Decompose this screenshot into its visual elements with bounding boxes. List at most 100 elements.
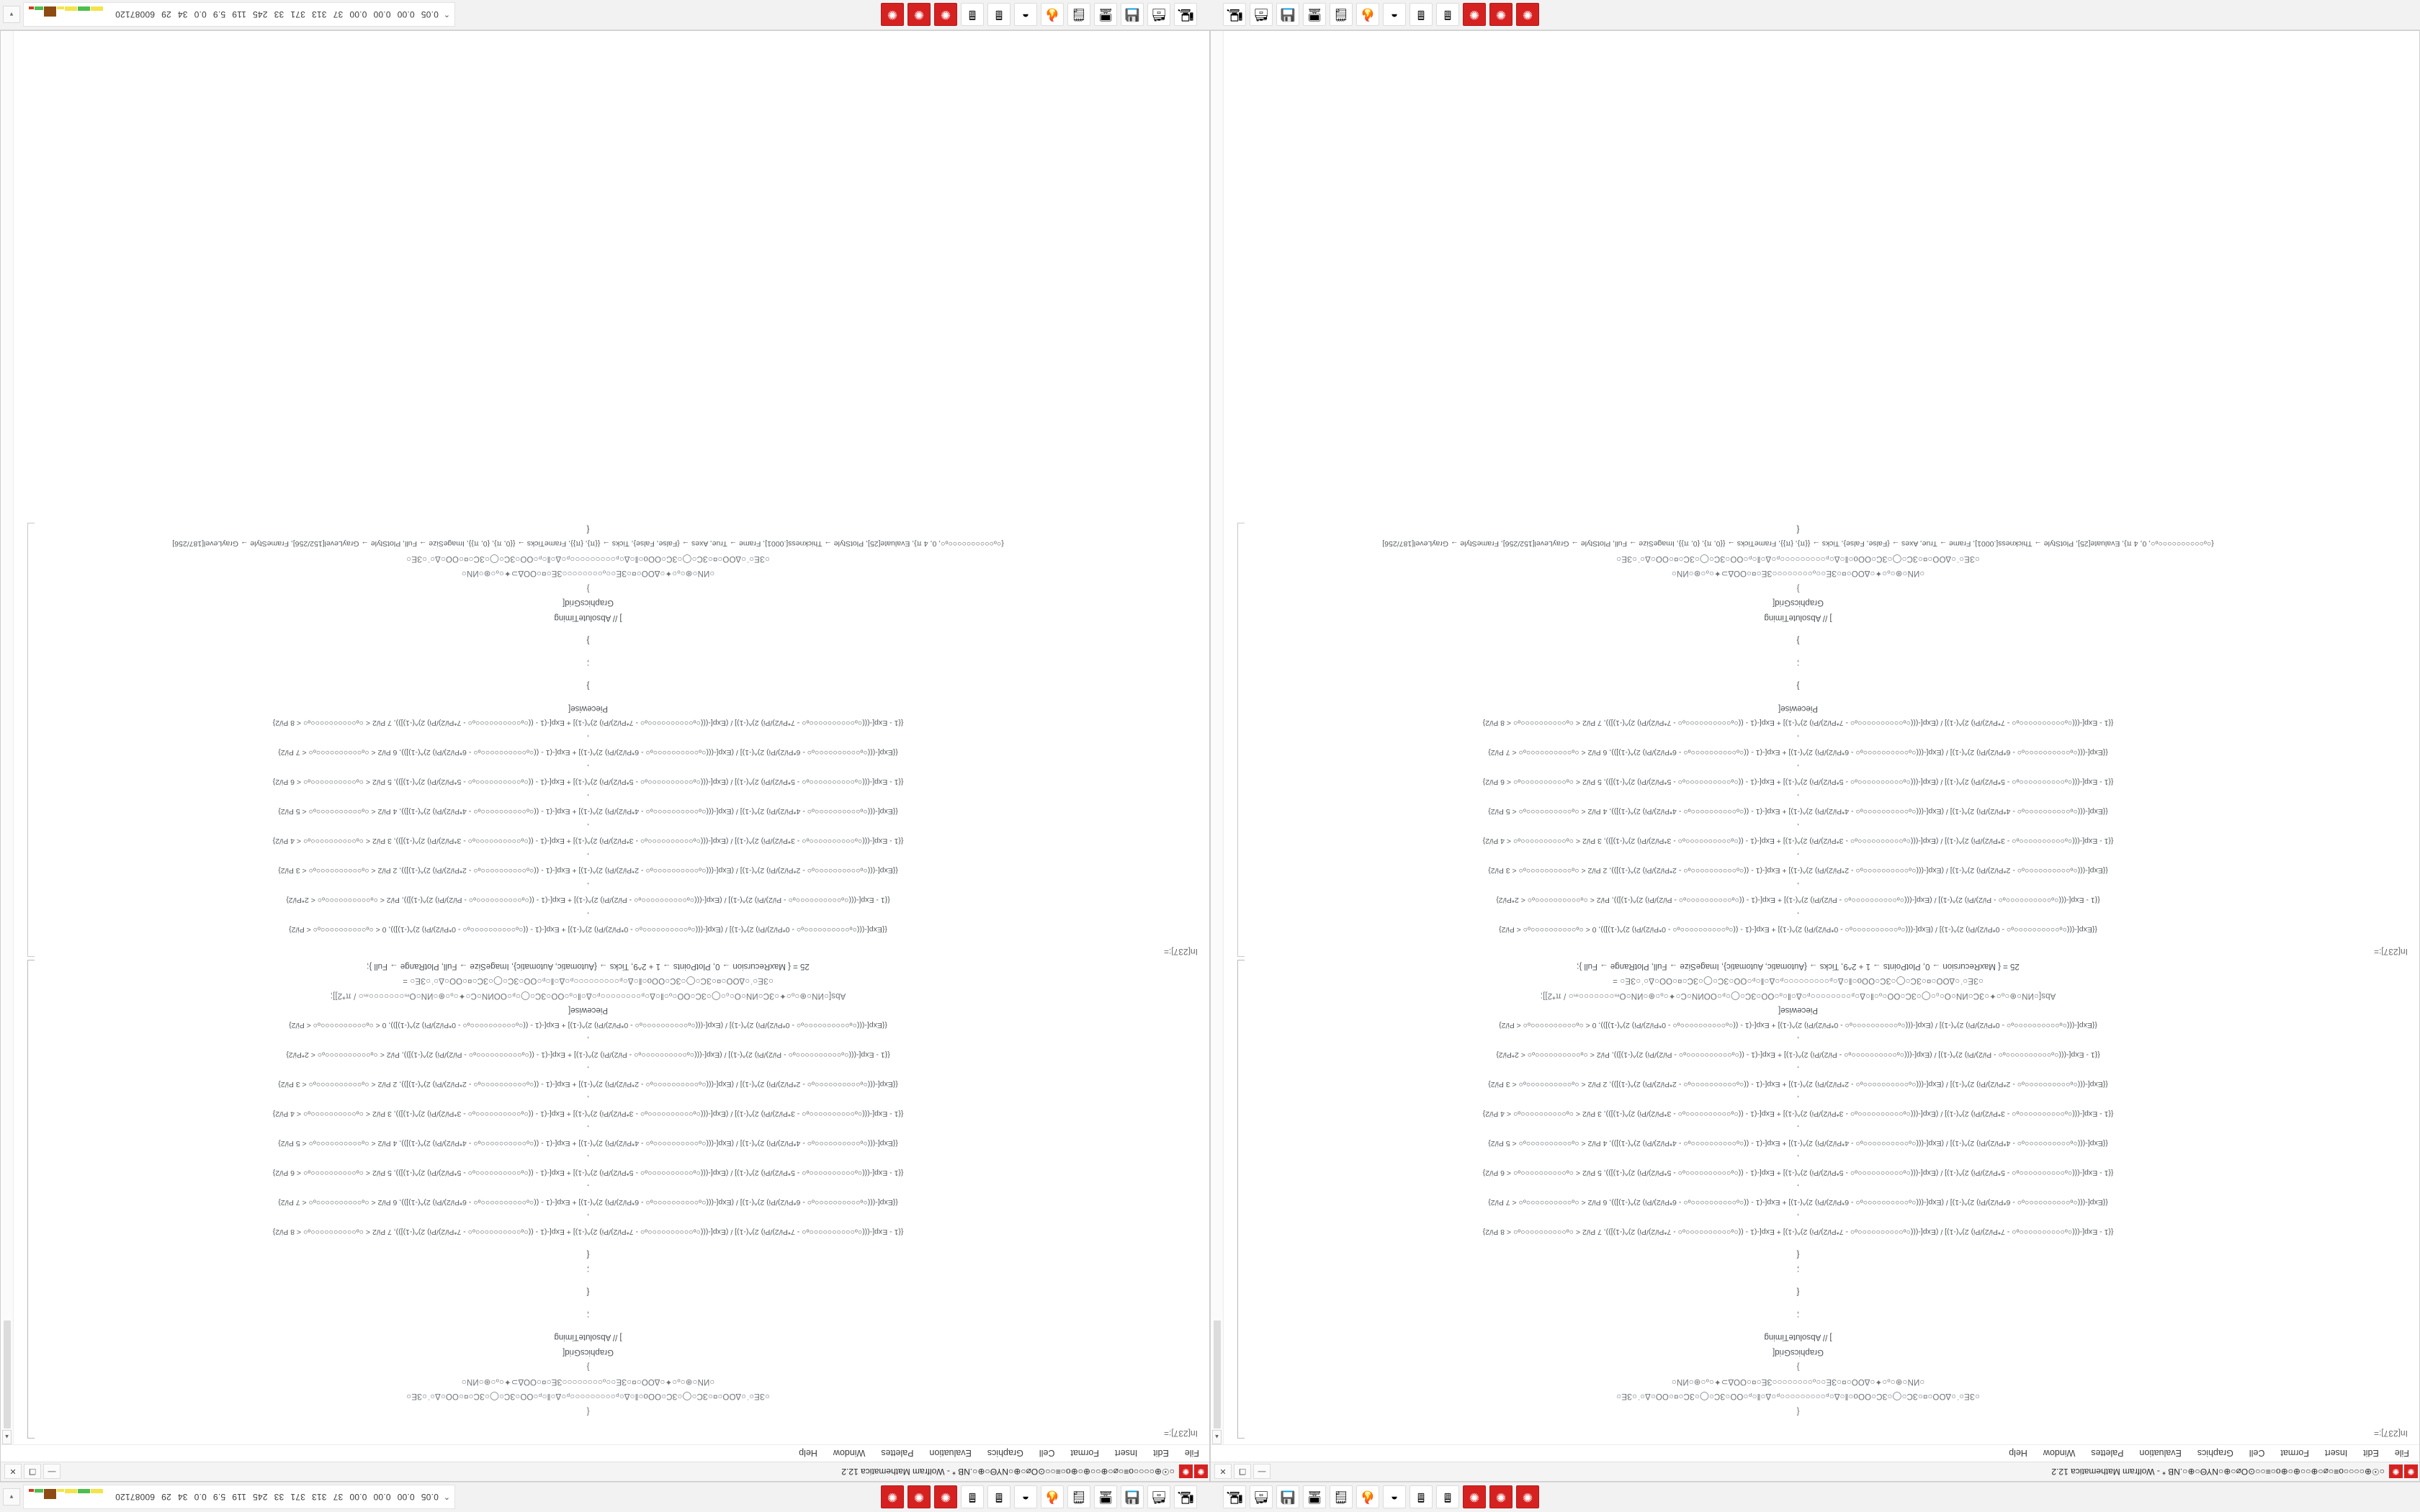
taskbar-icon-group-right[interactable]: 🖳 🗃 💾 🖥 🗒 🔥 ◓ 🖩 🖩 ✺ ✺ ✺ <box>881 3 1197 27</box>
menu-item-edit[interactable]: Edit <box>2363 1448 2379 1459</box>
mathematica-icon[interactable]: ✺ <box>934 1485 957 1509</box>
window-controls[interactable]: — ❐ ✕ <box>1214 1464 1270 1480</box>
calculator-icon[interactable]: 🖩 <box>1436 1485 1459 1509</box>
calculator-icon[interactable]: 🖩 <box>987 1485 1010 1509</box>
mathematica-icon[interactable]: ✺ <box>1463 1485 1486 1509</box>
tray-expand-arrow[interactable]: ▾ <box>3 1488 20 1506</box>
taskbar-icon-group-left[interactable]: ✺ ✺ ✺ 🖩 🖩 ◓ 🔥 🗒 🖥 💾 🗃 🖳 <box>1223 3 1539 27</box>
notebook-scrollbar[interactable]: ▲ <box>1 31 14 1444</box>
menu-bar[interactable]: File Edit Insert Format Cell Graphics Evaluati… <box>1211 1444 2419 1462</box>
floppy-save-icon[interactable]: 💾 <box>1121 3 1144 27</box>
firefox-icon[interactable]: 🔥 <box>1041 1485 1064 1509</box>
close-button[interactable]: ✕ <box>1214 1464 1232 1480</box>
menu-item-cell[interactable]: Cell <box>2249 1448 2265 1459</box>
taskbar-icon-group-right[interactable]: 🖳 🗃 💾 🖥 🗒 🔥 ◓ 🖩 🖩 ✺ ✺ ✺ <box>881 1485 1197 1509</box>
calculator-icon[interactable]: 🖩 <box>1410 3 1433 27</box>
menu-item-cell[interactable]: Cell <box>1039 1448 1055 1459</box>
scroll-up-arrow[interactable]: ▲ <box>1212 1430 1222 1444</box>
notebook-cell[interactable]: In[237]:= {{Exp[-(((○ₒ○○○○○○○○○○ₒ○ - 0*Pi… <box>1223 522 2419 959</box>
menu-item-window[interactable]: Window <box>2043 1448 2076 1459</box>
taskbar-bottom[interactable]: ✺ ✺ ✺ 🖩 🖩 ◓ 🔥 🗒 🖥 💾 🗃 🖳 🖳 🗃 💾 🖥 🗒 🔥 ◓ 🖩 🖩 ✺ ✺ ✺ ⌃ 0.050.000.00… <box>0 0 2420 30</box>
text-editor-icon[interactable]: 🗒 <box>1067 1485 1090 1509</box>
remote-desktop-icon[interactable]: 🖳 <box>1174 1485 1197 1509</box>
cell-bracket[interactable] <box>27 960 35 1439</box>
menu-item-window[interactable]: Window <box>833 1448 866 1459</box>
display-settings-icon[interactable]: 🖥 <box>1303 3 1326 27</box>
menu-item-file[interactable]: File <box>2394 1448 2409 1459</box>
menu-item-insert[interactable]: Insert <box>1115 1448 1138 1459</box>
menu-item-format[interactable]: Format <box>1070 1448 1100 1459</box>
menu-bar[interactable]: File Edit Insert Format Cell Graphics Evaluati… <box>1 1444 1209 1462</box>
menu-item-graphics[interactable]: Graphics <box>2197 1448 2233 1459</box>
mathematica-window-left[interactable]: ✺ ✺ ○☉⊕○○○○ο≡○⌀○⊕○○⊕○⊕ο○≡○○⊙Ο⌀○⊕○ΝΥΘ○⊕○.… <box>1210 30 2420 1482</box>
notebook-cell[interactable]: In[237]:= {○ЗΕ○˙○ΔΟΟ○¤○ЗС○◯○ЗС○ΟΟο○‖○Δ○ₚ○… <box>1223 959 2419 1441</box>
mathematica-icon[interactable]: ✺ <box>908 3 931 27</box>
display-settings-icon[interactable]: 🖥 <box>1303 1485 1326 1509</box>
menu-item-evaluation[interactable]: Evaluation <box>929 1448 972 1459</box>
mathematica-icon[interactable]: ✺ <box>908 1485 931 1509</box>
firefox-icon[interactable]: 🔥 <box>1356 1485 1379 1509</box>
display-settings-icon[interactable]: 🖥 <box>1094 3 1117 27</box>
cell-bracket[interactable] <box>1237 523 1245 958</box>
inkscape-icon[interactable]: ◓ <box>1014 3 1037 27</box>
inkscape-icon[interactable]: ◓ <box>1014 1485 1037 1509</box>
menu-item-format[interactable]: Format <box>2280 1448 2310 1459</box>
mathematica-icon[interactable]: ✺ <box>1489 3 1512 27</box>
menu-item-evaluation[interactable]: Evaluation <box>2139 1448 2182 1459</box>
floppy-save-icon[interactable]: 💾 <box>1276 1485 1299 1509</box>
window-controls[interactable]: — ❐ ✕ <box>4 1464 60 1480</box>
mathematica-icon[interactable]: ✺ <box>1516 3 1539 27</box>
taskbar-icon-group-left[interactable]: ✺ ✺ ✺ 🖩 🖩 ◓ 🔥 🗒 🖥 💾 🗃 🖳 <box>1223 1485 1539 1509</box>
archive-manager-icon[interactable]: 🗃 <box>1250 3 1273 27</box>
taskbar-top[interactable]: ✺ ✺ ✺ 🖩 🖩 ◓ 🔥 🗒 🖥 💾 🗃 🖳 🖳 🗃 💾 🖥 🗒 🔥 ◓ 🖩 🖩 ✺ ✺ ✺ ⌃ 0.050.000.00… <box>0 1482 2420 1512</box>
notebook-body[interactable]: In[237]:= {○ЗΕ○˙○ΔΟΟ○¤○ЗС○◯○ЗС○ΟΟο○‖○Δ○ₚ○… <box>1211 31 2419 1444</box>
notebook-body[interactable]: In[237]:= {○ЗΕ○˙○ΔΟΟ○¤○ЗС○◯○ЗС○ΟΟο○‖○Δ○ₚ○… <box>1 31 1209 1444</box>
minimize-button[interactable]: — <box>43 1464 60 1480</box>
menu-item-file[interactable]: File <box>1184 1448 1199 1459</box>
notebook-cell[interactable]: In[237]:= {{Exp[-(((○ₒ○○○○○○○○○○ₒ○ - 0*Pi… <box>13 522 1209 959</box>
minimize-button[interactable]: — <box>1253 1464 1270 1480</box>
scrollbar-thumb[interactable] <box>1214 1320 1221 1428</box>
menu-item-insert[interactable]: Insert <box>2325 1448 2348 1459</box>
menu-item-palettes[interactable]: Palettes <box>881 1448 914 1459</box>
tray-expand-arrow[interactable]: ▾ <box>3 6 20 23</box>
remote-desktop-icon[interactable]: 🖳 <box>1174 3 1197 27</box>
system-monitor-widget[interactable]: ⌃ 0.050.000.000.0037313371332451195.90.0… <box>23 2 456 27</box>
notebook-cell[interactable]: In[237]:= {○ЗΕ○˙○ΔΟΟ○¤○ЗС○◯○ЗС○ΟΟο○‖○Δ○ₚ○… <box>13 959 1209 1441</box>
menu-item-graphics[interactable]: Graphics <box>987 1448 1023 1459</box>
scrollbar-thumb[interactable] <box>4 1320 11 1428</box>
menu-item-edit[interactable]: Edit <box>1153 1448 1169 1459</box>
title-bar[interactable]: ✺ ✺ ○☉⊕○○○○ο≡○⌀○⊕○○⊕○⊕ο○≡○○⊙Ο⌀○⊕○ΝΥΘ○⊕○.… <box>1 1462 1209 1481</box>
calculator-icon[interactable]: 🖩 <box>961 1485 984 1509</box>
inkscape-icon[interactable]: ◓ <box>1383 1485 1406 1509</box>
cell-bracket[interactable] <box>1237 960 1245 1439</box>
archive-manager-icon[interactable]: 🗃 <box>1147 1485 1170 1509</box>
archive-manager-icon[interactable]: 🗃 <box>1147 3 1170 27</box>
firefox-icon[interactable]: 🔥 <box>1041 3 1064 27</box>
remote-desktop-icon[interactable]: 🖳 <box>1223 1485 1246 1509</box>
text-editor-icon[interactable]: 🗒 <box>1330 3 1353 27</box>
maximize-button[interactable]: ❐ <box>1234 1464 1251 1480</box>
menu-item-help[interactable]: Help <box>799 1448 817 1459</box>
calculator-icon[interactable]: 🖩 <box>1436 3 1459 27</box>
text-editor-icon[interactable]: 🗒 <box>1067 3 1090 27</box>
mathematica-icon[interactable]: ✺ <box>934 3 957 27</box>
menu-item-help[interactable]: Help <box>2009 1448 2027 1459</box>
calculator-icon[interactable]: 🖩 <box>961 3 984 27</box>
floppy-save-icon[interactable]: 💾 <box>1276 3 1299 27</box>
title-bar[interactable]: ✺ ✺ ○☉⊕○○○○ο≡○⌀○⊕○○⊕○⊕ο○≡○○⊙Ο⌀○⊕○ΝΥΘ○⊕○.… <box>1211 1462 2419 1481</box>
firefox-icon[interactable]: 🔥 <box>1356 3 1379 27</box>
archive-manager-icon[interactable]: 🗃 <box>1250 1485 1273 1509</box>
mathematica-icon[interactable]: ✺ <box>881 3 904 27</box>
close-button[interactable]: ✕ <box>4 1464 22 1480</box>
mathematica-icon[interactable]: ✺ <box>1463 3 1486 27</box>
calculator-icon[interactable]: 🖩 <box>987 3 1010 27</box>
remote-desktop-icon[interactable]: 🖳 <box>1223 3 1246 27</box>
menu-item-palettes[interactable]: Palettes <box>2091 1448 2124 1459</box>
mathematica-icon[interactable]: ✺ <box>881 1485 904 1509</box>
mathematica-icon[interactable]: ✺ <box>1489 1485 1512 1509</box>
system-monitor-widget[interactable]: ⌃ 0.050.000.000.0037313371332451195.90.0… <box>23 1485 456 1509</box>
floppy-save-icon[interactable]: 💾 <box>1121 1485 1144 1509</box>
notebook-scrollbar[interactable]: ▲ <box>1211 31 1224 1444</box>
maximize-button[interactable]: ❐ <box>24 1464 41 1480</box>
